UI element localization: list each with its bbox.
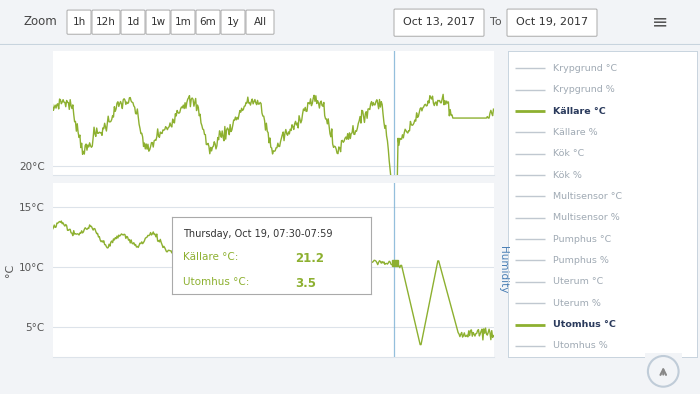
FancyBboxPatch shape bbox=[507, 9, 597, 36]
FancyBboxPatch shape bbox=[92, 10, 120, 34]
Text: 1w: 1w bbox=[150, 17, 166, 27]
Text: Källare %: Källare % bbox=[553, 128, 598, 137]
Text: Utomhus °C: Utomhus °C bbox=[553, 320, 616, 329]
Text: Reset zoom: Reset zoom bbox=[386, 14, 447, 24]
Text: 3.5: 3.5 bbox=[295, 277, 316, 290]
Text: Krypgrund %: Krypgrund % bbox=[553, 85, 615, 94]
Text: 1d: 1d bbox=[127, 17, 139, 27]
Text: Multisensor °C: Multisensor °C bbox=[553, 192, 622, 201]
Text: Pumphus °C: Pumphus °C bbox=[553, 235, 611, 243]
Text: 1h: 1h bbox=[72, 17, 85, 27]
FancyBboxPatch shape bbox=[221, 10, 245, 34]
Text: Oct 19, 2017: Oct 19, 2017 bbox=[516, 17, 588, 27]
Text: Thursday, Oct 19, 07:30-07:59: Thursday, Oct 19, 07:30-07:59 bbox=[183, 229, 333, 239]
FancyBboxPatch shape bbox=[171, 10, 195, 34]
Text: ≡: ≡ bbox=[652, 13, 668, 32]
FancyBboxPatch shape bbox=[121, 10, 145, 34]
Text: Oct 13, 2017: Oct 13, 2017 bbox=[403, 17, 475, 27]
Text: Kök °C: Kök °C bbox=[553, 149, 584, 158]
FancyBboxPatch shape bbox=[246, 10, 274, 34]
Text: 12h: 12h bbox=[96, 17, 116, 27]
Text: Uterum °C: Uterum °C bbox=[553, 277, 603, 286]
Text: 1m: 1m bbox=[174, 17, 191, 27]
Text: Zoom: Zoom bbox=[23, 15, 57, 28]
Text: Källare °C: Källare °C bbox=[553, 106, 606, 115]
Text: 1y: 1y bbox=[227, 17, 239, 27]
FancyBboxPatch shape bbox=[146, 10, 170, 34]
Text: Humidity: Humidity bbox=[498, 246, 508, 294]
Text: Krypgrund °C: Krypgrund °C bbox=[553, 64, 617, 73]
Text: Uterum %: Uterum % bbox=[553, 299, 601, 308]
Text: All: All bbox=[253, 17, 267, 27]
Text: Utomhus %: Utomhus % bbox=[553, 341, 608, 350]
Text: Utomhus °C:: Utomhus °C: bbox=[183, 277, 250, 286]
Text: 6m: 6m bbox=[199, 17, 216, 27]
Text: Multisensor %: Multisensor % bbox=[553, 213, 620, 222]
Text: °C: °C bbox=[6, 263, 15, 277]
Text: To: To bbox=[490, 17, 502, 27]
Text: Pumphus %: Pumphus % bbox=[553, 256, 609, 265]
Text: Källare °C:: Källare °C: bbox=[183, 252, 239, 262]
FancyBboxPatch shape bbox=[394, 9, 484, 36]
Text: 21.2: 21.2 bbox=[295, 252, 324, 265]
FancyBboxPatch shape bbox=[67, 10, 91, 34]
FancyBboxPatch shape bbox=[196, 10, 220, 34]
Text: Kök %: Kök % bbox=[553, 171, 582, 180]
